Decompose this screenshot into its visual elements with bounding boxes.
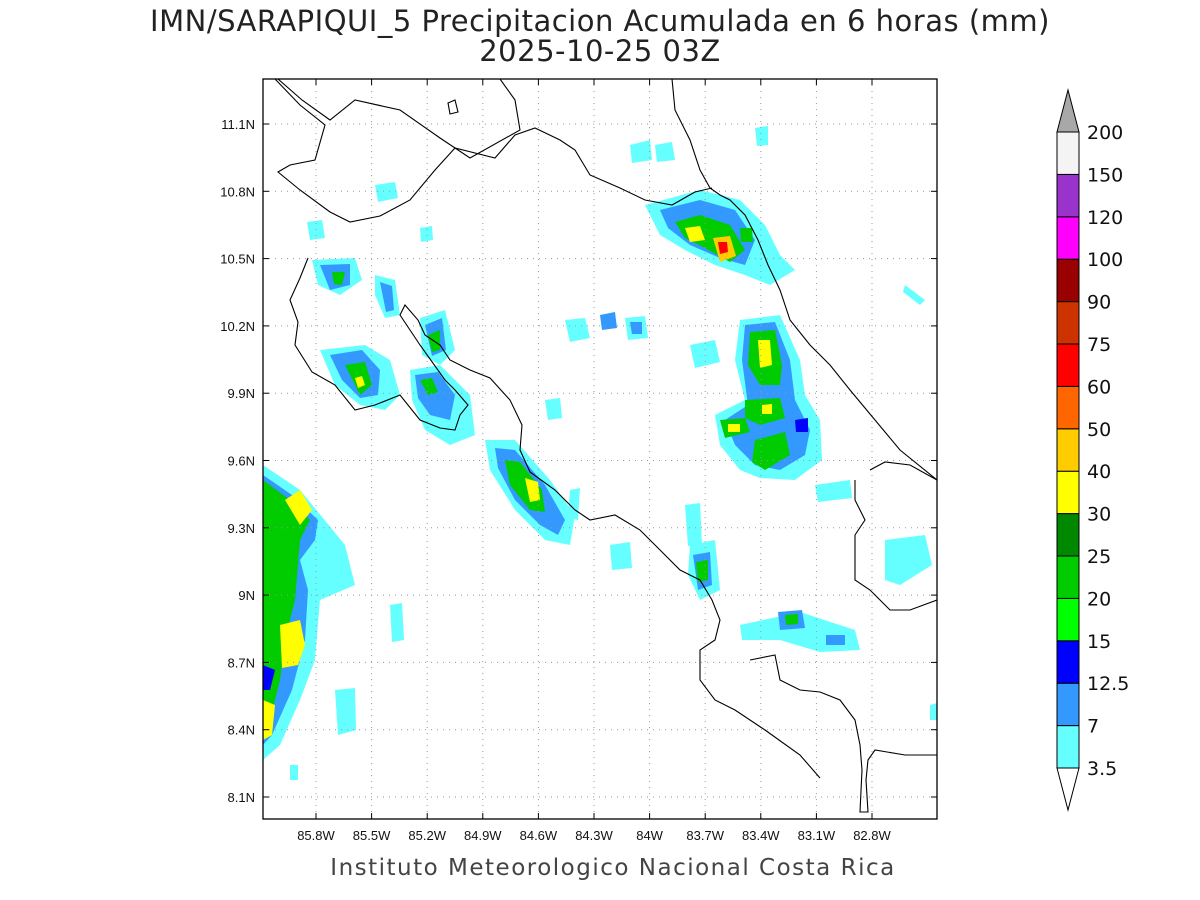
lon-tick-label: 83.4W xyxy=(742,828,780,843)
colorbar-segment xyxy=(1056,131,1080,175)
precip-cell-caribbean-north xyxy=(565,126,795,368)
map-subtitle-date: 2025-10-25 03Z xyxy=(479,34,721,68)
longitude-axis: 85.8W 85.5W 85.2W 84.9W 84.6W 84.3W 84W 83.7W 83… xyxy=(297,79,892,843)
colorbar-segment xyxy=(1056,258,1080,303)
coastline-borders xyxy=(263,79,937,813)
colorbar-label: 12.5 xyxy=(1087,673,1129,695)
map-frame xyxy=(262,78,938,820)
colorbar-label: 75 xyxy=(1087,334,1111,356)
lake-nicaragua-shore xyxy=(277,79,521,159)
colorbar-segment xyxy=(1056,725,1080,769)
lat-tick-label: 10.2N xyxy=(220,319,255,334)
colorbar-label: 200 xyxy=(1087,122,1123,144)
colorbar-label: 20 xyxy=(1087,588,1111,610)
lat-tick-label: 10.5N xyxy=(220,252,255,267)
colorbar-segment xyxy=(1056,597,1080,642)
colorbar-over-triangle xyxy=(1056,88,1080,133)
osa-peninsula-coast xyxy=(749,654,937,813)
lon-tick-label: 85.8W xyxy=(297,828,335,843)
colorbar-segment xyxy=(1056,385,1080,430)
colorbar-under-triangle xyxy=(1056,767,1080,812)
colorbar-segment xyxy=(1056,682,1080,727)
precipitation-colorbar: 3.5 7 12.5 15 20 25 30 40 50 60 75 90 100 120 150 200 xyxy=(1056,88,1129,812)
precip-cell-south xyxy=(290,285,937,780)
lat-tick-label: 11.1N xyxy=(221,117,255,132)
lon-tick-label: 83.7W xyxy=(686,828,724,843)
colorbar-segment xyxy=(1056,640,1080,684)
lat-tick-label: 8.4N xyxy=(228,723,255,738)
lat-tick-label: 9N xyxy=(238,588,255,603)
latitude-axis: 11.1N 10.8N 10.5N 10.2N 9.9N 9.6N 9.3N 9N 8.7N 8.… xyxy=(220,117,937,805)
lon-tick-label: 83.1W xyxy=(798,828,836,843)
colorbar-label: 30 xyxy=(1087,504,1111,526)
precip-cell-central-pacific xyxy=(485,398,580,545)
lat-tick-label: 9.3N xyxy=(228,521,255,536)
panama-border xyxy=(854,480,937,611)
colorbar-label: 3.5 xyxy=(1087,758,1117,780)
precip-cell-nicoya xyxy=(307,182,475,445)
lon-tick-label: 82.8W xyxy=(853,828,891,843)
caribbean-coast xyxy=(671,79,937,481)
precip-cell-caribbean-central xyxy=(610,315,852,600)
colorbar-segment xyxy=(1056,555,1080,599)
colorbar-label: 7 xyxy=(1087,716,1099,738)
lon-tick-label: 84W xyxy=(636,828,663,843)
precip-cell-west-ocean xyxy=(263,465,355,760)
map-title: IMN/SARAPIQUI_5 Precipitacion Acumulada … xyxy=(150,4,1050,38)
colorbar-segment xyxy=(1056,513,1080,557)
lat-tick-label: 8.1N xyxy=(228,790,255,805)
footer-credit: Instituto Meteorologico Nacional Costa R… xyxy=(330,855,896,881)
colorbar-segment xyxy=(1056,301,1080,345)
lon-tick-label: 84.6W xyxy=(520,828,558,843)
lat-tick-label: 8.7N xyxy=(228,655,255,670)
colorbar-segment xyxy=(1056,173,1080,218)
colorbar-label: 100 xyxy=(1087,249,1123,271)
colorbar-segment xyxy=(1056,343,1080,387)
lon-tick-label: 84.3W xyxy=(575,828,613,843)
lon-tick-label: 84.9W xyxy=(464,828,502,843)
colorbar-segment xyxy=(1056,470,1080,515)
colorbar-label: 150 xyxy=(1087,164,1123,186)
pacific-coast-north xyxy=(289,257,821,779)
map-grid xyxy=(263,79,937,819)
colorbar-label: 60 xyxy=(1087,376,1111,398)
lake-island xyxy=(447,99,459,115)
colorbar-label: 120 xyxy=(1087,207,1123,229)
precipitation-field xyxy=(263,126,937,780)
bocas-del-toro-coast xyxy=(869,461,937,481)
lon-tick-label: 85.2W xyxy=(408,828,446,843)
lon-tick-label: 85.5W xyxy=(353,828,391,843)
lat-tick-label: 9.9N xyxy=(228,386,255,401)
colorbar-label: 90 xyxy=(1087,292,1111,314)
lat-tick-label: 10.8N xyxy=(220,184,255,199)
nicaragua-border-line xyxy=(263,79,713,223)
colorbar-segment xyxy=(1056,216,1080,260)
colorbar-label: 50 xyxy=(1087,419,1111,441)
lat-tick-label: 9.6N xyxy=(228,454,255,469)
colorbar-label: 40 xyxy=(1087,461,1111,483)
colorbar-segment xyxy=(1056,428,1080,472)
colorbar-label: 15 xyxy=(1087,631,1111,653)
colorbar-label: 25 xyxy=(1087,546,1111,568)
